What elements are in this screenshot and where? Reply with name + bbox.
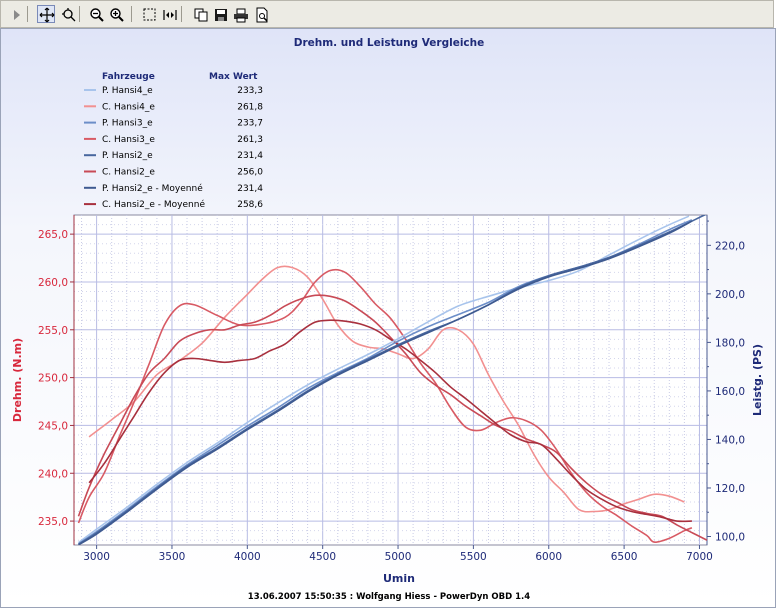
- toolbar-separator: [79, 6, 80, 22]
- chart-frame: Drehm. und Leistung Vergleiche Fahrzeuge…: [0, 28, 776, 608]
- zoom-in-button[interactable]: [107, 5, 125, 23]
- legend-entry-name: P. Hansi2_e - Moyenné: [102, 183, 203, 194]
- x-tick-label: 3000: [83, 551, 110, 563]
- chart: Drehm. und Leistung Vergleiche Fahrzeuge…: [1, 29, 775, 607]
- x-tick-label: 4000: [234, 551, 261, 563]
- print-preview-button[interactable]: [252, 5, 270, 23]
- legend-entry-value: 233,3: [237, 86, 263, 96]
- y-tick-label-left: 235,0: [38, 516, 68, 528]
- y-tick-label-right: 160,0: [715, 386, 745, 398]
- series-group: [77, 215, 707, 545]
- y-axis-label-left: Drehm. (N.m): [11, 338, 24, 422]
- fit-width-icon: [163, 10, 177, 20]
- chart-footer: 13.06.2007 15:50:35 : Wolfgang Hiess - P…: [248, 592, 530, 602]
- legend-entry-value: 256,0: [237, 168, 263, 178]
- legend-entry-name: C. Hansi4_e: [102, 102, 155, 112]
- pan-icon: [39, 7, 55, 23]
- legend-entry-value: 231,4: [237, 151, 263, 161]
- play-button[interactable]: [7, 5, 25, 23]
- x-tick-label: 3500: [159, 551, 186, 563]
- x-axis-label: Umin: [383, 572, 415, 585]
- zoom-in-icon: [110, 8, 124, 22]
- chart-title: Drehm. und Leistung Vergleiche: [294, 37, 485, 49]
- select-rect-icon: [143, 8, 156, 21]
- y-tick-label-right: 120,0: [715, 483, 745, 495]
- play-icon: [14, 10, 20, 20]
- legend-entry-value: 233,7: [237, 119, 263, 129]
- y-tick-label-right: 100,0: [715, 532, 745, 544]
- legend-entry-value: 231,4: [237, 184, 263, 194]
- series-line-c-hansi2-e: [77, 294, 707, 541]
- y-tick-label-left: 255,0: [38, 325, 68, 337]
- legend-header-value: Max Wert: [209, 72, 258, 82]
- legend-entry-name: P. Hansi4_e: [102, 86, 153, 96]
- y-tick-label-right: 180,0: [715, 337, 745, 349]
- legend-entry-name: C. Hansi2_e - Moyenné: [102, 199, 205, 210]
- legend-entry-value: 261,8: [237, 102, 263, 112]
- series-line-c-hansi4-e: [88, 265, 685, 513]
- toolbar-separator: [131, 6, 132, 22]
- legend-entry-name: C. Hansi2_e: [102, 168, 155, 178]
- pan-button[interactable]: [37, 5, 55, 23]
- select-rect-button[interactable]: [140, 5, 158, 23]
- x-tick-label: 6500: [611, 551, 638, 563]
- y-tick-label-right: 200,0: [715, 289, 745, 301]
- y-tick-label-left: 265,0: [38, 229, 68, 241]
- copy-button[interactable]: [191, 5, 209, 23]
- y-tick-label-right: 140,0: [715, 434, 745, 446]
- x-tick-label: 6000: [535, 551, 562, 563]
- toolbar-separator: [181, 6, 182, 22]
- save-button[interactable]: [211, 5, 229, 23]
- legend-header-name: Fahrzeuge: [102, 72, 155, 82]
- zoom-out-button[interactable]: [87, 5, 105, 23]
- legend-entry-value: 258,6: [237, 200, 263, 210]
- y-tick-label-right: 220,0: [715, 240, 745, 252]
- series-line-p-hansi2-e-moyenn: [78, 220, 693, 545]
- legend-entry-name: P. Hansi3_e: [102, 119, 153, 129]
- y-tick-label-left: 240,0: [38, 468, 68, 480]
- series-line-c-hansi3-e: [77, 268, 693, 543]
- print-preview-icon: [256, 7, 268, 23]
- grid: [74, 215, 707, 545]
- x-tick-label: 5000: [385, 551, 412, 563]
- zoom-cursor-button[interactable]: [59, 5, 77, 23]
- y-tick-label-left: 245,0: [38, 420, 68, 432]
- y-axis-label-right: Leistg. (PS): [751, 344, 764, 416]
- save-icon: [215, 9, 227, 21]
- plot-area: [73, 214, 708, 546]
- axes: 235,0 240,0 245,0 250,0 255,0 260,0 265,0 100,0…: [38, 215, 745, 563]
- toolbar-separator: [27, 6, 28, 22]
- legend-entry-value: 261,3: [237, 135, 263, 145]
- chart-toolbar: [0, 0, 774, 28]
- zoom-cursor-icon: [62, 8, 76, 22]
- y-tick-label-left: 250,0: [38, 373, 68, 385]
- series-line-c-hansi2-e-moyenn: [88, 319, 692, 523]
- x-tick-label: 4500: [309, 551, 336, 563]
- legend-entry-name: P. Hansi2_e: [102, 151, 153, 161]
- legend: Fahrzeuge Max Wert P. Hansi4_e 233,3 C. Hans…: [84, 72, 263, 210]
- print-button[interactable]: [231, 5, 249, 23]
- x-tick-label: 7000: [686, 551, 713, 563]
- legend-entry-name: C. Hansi3_e: [102, 135, 155, 145]
- series-line-p-hansi2-e: [78, 215, 707, 545]
- copy-icon: [194, 8, 208, 22]
- zoom-out-icon: [90, 8, 104, 22]
- print-icon: [234, 8, 248, 23]
- fit-width-button[interactable]: [160, 5, 178, 23]
- y-tick-label-left: 260,0: [38, 277, 68, 289]
- x-tick-label: 5500: [460, 551, 487, 563]
